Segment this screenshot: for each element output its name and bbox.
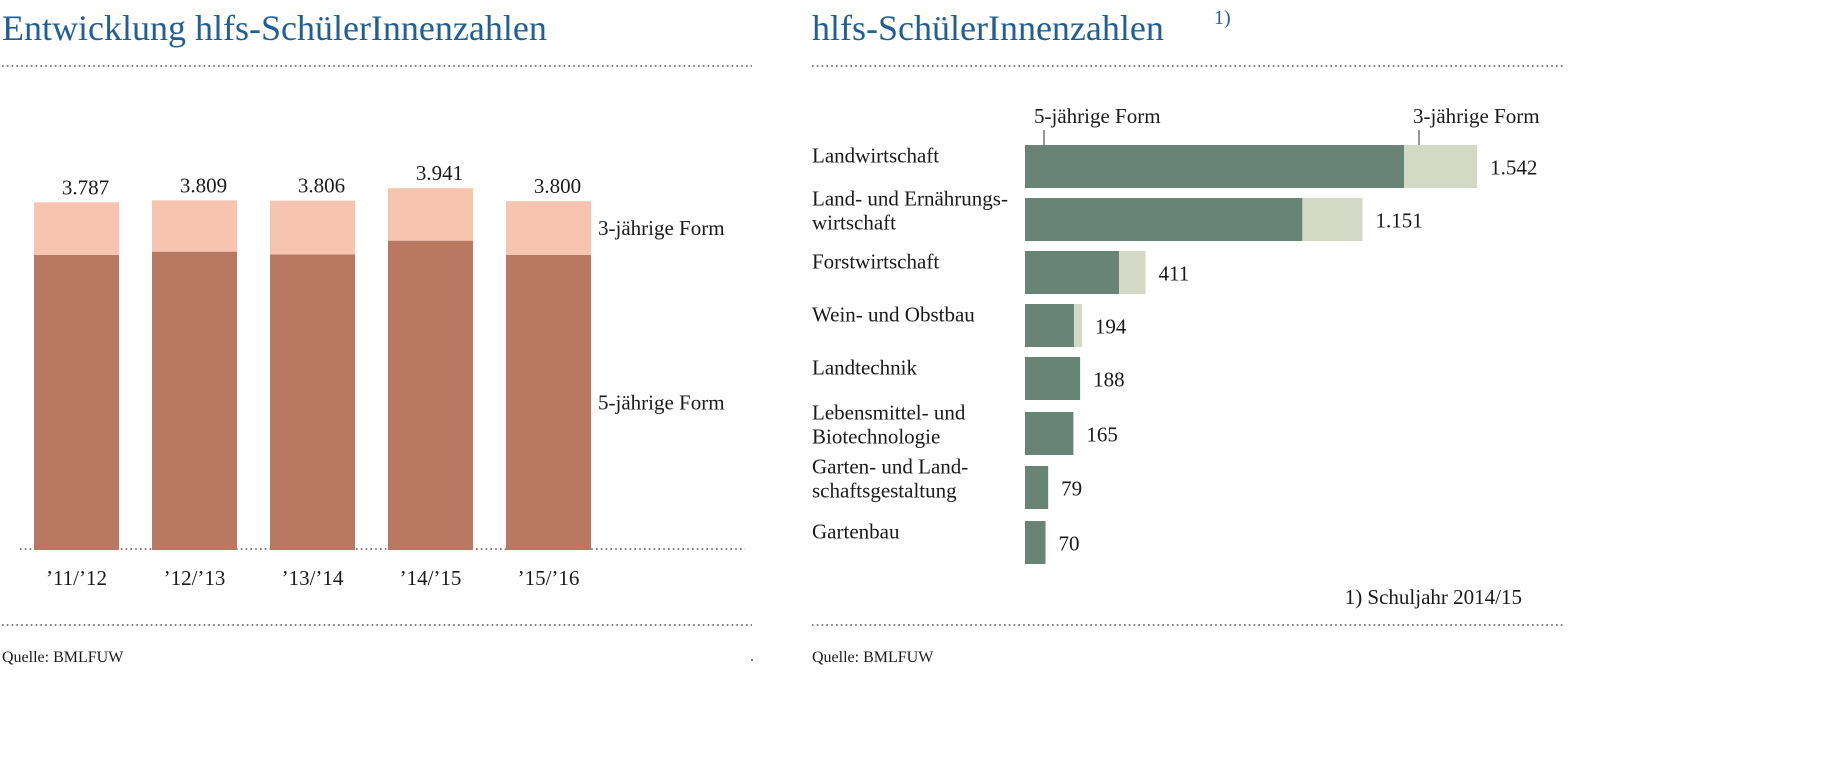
bar-5-jaehrige-form	[388, 240, 473, 550]
bar-3-jaehrige-form	[1119, 251, 1146, 294]
right-chart-title: hlfs-SchülerInnenzahlen	[812, 8, 1164, 48]
total-value-label: 3.941	[416, 161, 463, 185]
total-value-label: 70	[1059, 532, 1080, 556]
total-value-label: 194	[1095, 315, 1127, 339]
total-value-label: 411	[1159, 262, 1190, 286]
bar-5-jaehrige-form	[1025, 466, 1049, 509]
bar-5-jaehrige-form	[506, 254, 591, 550]
total-value-label: 3.800	[534, 174, 581, 198]
category-label: Wein- und Obstbau	[812, 303, 975, 327]
category-label: Landtechnik	[812, 356, 917, 380]
category-label: Garten- und Land-	[812, 455, 968, 479]
x-tick-label: ’14/’15	[400, 566, 462, 590]
category-label: Gartenbau	[812, 520, 900, 544]
category-label: Forstwirtschaft	[812, 250, 939, 274]
total-value-label: 188	[1093, 368, 1125, 392]
bar-5-jaehrige-form	[1025, 304, 1074, 347]
category-label: schaftsgestaltung	[812, 479, 957, 503]
total-value-label: 165	[1086, 423, 1118, 447]
total-value-label: 1.151	[1375, 209, 1422, 233]
bar-5-jaehrige-form	[1025, 521, 1046, 564]
total-value-label: 3.787	[62, 175, 109, 199]
legend-3-jaehrige-form: 3-jährige Form	[598, 216, 725, 240]
bar-3-jaehrige-form	[270, 200, 355, 255]
dot-mark	[751, 659, 753, 661]
x-tick-label: ’15/’16	[518, 566, 580, 590]
x-tick-label: ’12/’13	[164, 566, 226, 590]
left-chart-title: Entwicklung hlfs-SchülerInnenzahlen	[2, 8, 547, 48]
x-tick-label: ’13/’14	[282, 566, 344, 590]
bar-3-jaehrige-form	[1302, 198, 1363, 241]
x-tick-label: ’11/’12	[46, 566, 107, 590]
bar-5-jaehrige-form	[1025, 145, 1405, 188]
total-value-label: 3.806	[298, 174, 345, 198]
bar-5-jaehrige-form	[1025, 412, 1074, 455]
legend-5-jaehrige-form: 5-jährige Form	[598, 390, 725, 414]
bar-5-jaehrige-form	[1025, 251, 1120, 294]
bar-3-jaehrige-form	[34, 202, 119, 255]
category-label: Landwirtschaft	[812, 144, 939, 168]
bar-5-jaehrige-form	[270, 254, 355, 551]
bar-3-jaehrige-form	[506, 201, 591, 255]
total-value-label: 79	[1061, 477, 1082, 501]
bar-3-jaehrige-form	[1073, 304, 1082, 347]
legend-5-jaehrige-form: 5-jährige Form	[1034, 104, 1161, 128]
bar-3-jaehrige-form	[388, 188, 473, 241]
category-label: wirtschaft	[812, 211, 896, 235]
category-label: Biotechnologie	[812, 425, 940, 449]
total-value-label: 1.542	[1490, 156, 1537, 180]
category-label: Land- und Ernährungs-	[812, 187, 1008, 211]
title-footnote-mark: 1)	[1214, 7, 1231, 29]
bar-3-jaehrige-form	[152, 200, 237, 252]
bar-3-jaehrige-form	[1404, 145, 1478, 188]
bar-5-jaehrige-form	[1025, 198, 1303, 241]
category-label: Lebensmittel- und	[812, 401, 966, 425]
bar-5-jaehrige-form	[34, 254, 119, 550]
bar-5-jaehrige-form	[152, 251, 237, 550]
footnote: 1) Schuljahr 2014/15	[1345, 585, 1522, 609]
total-value-label: 3.809	[180, 173, 227, 197]
bar-5-jaehrige-form	[1025, 357, 1081, 400]
legend-3-jaehrige-form: 3-jährige Form	[1413, 104, 1540, 128]
source-right: Quelle: BMLFUW	[812, 649, 934, 666]
source-left: Quelle: BMLFUW	[2, 649, 124, 666]
